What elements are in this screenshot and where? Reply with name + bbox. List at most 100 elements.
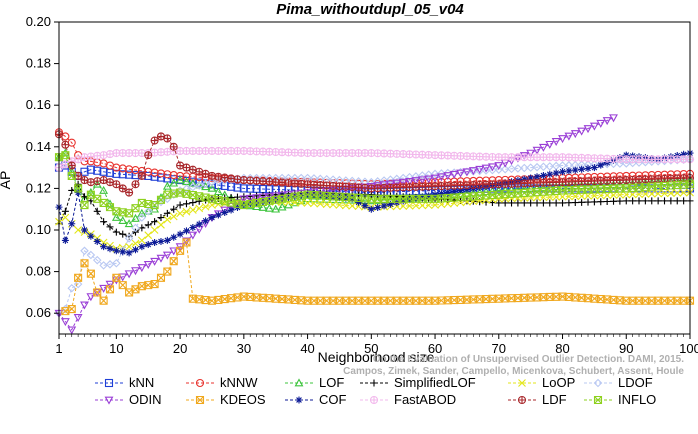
legend-label-knnw: kNNW: [220, 375, 258, 390]
data-point-knnw: [150, 168, 159, 177]
data-point-simplifiedlof: [552, 199, 560, 207]
data-point-cof: [527, 174, 535, 182]
plot-area: [54, 114, 695, 335]
data-point-inflo: [74, 184, 83, 193]
data-point-loop: [673, 189, 682, 197]
data-point-cof: [374, 204, 382, 212]
data-point-simplifiedlof: [495, 199, 503, 207]
data-point-loop: [176, 209, 184, 218]
data-point-lof: [487, 186, 497, 195]
data-point-kdeos: [105, 285, 115, 294]
data-point-odin: [99, 284, 109, 293]
data-point-loop: [169, 212, 178, 221]
data-point-loop: [341, 201, 350, 210]
data-point-odin: [519, 152, 529, 161]
data-point-cof: [539, 172, 547, 180]
data-point-loop: [418, 201, 427, 210]
data-point-simplifiedlof: [501, 199, 509, 207]
data-point-odin: [411, 177, 421, 186]
data-point-odin: [583, 125, 593, 134]
legend-label-fastabod: FastABOD: [394, 392, 456, 407]
data-point-ldof: [207, 177, 217, 187]
data-point-cof: [552, 169, 560, 177]
data-point-cof: [157, 237, 165, 245]
data-point-loop: [329, 200, 337, 209]
data-point-odin: [124, 270, 134, 279]
data-point-ldof: [539, 162, 548, 172]
data-point-loop: [125, 242, 133, 251]
data-point-simplifiedlof: [673, 197, 681, 205]
y-tick-label: 0.18: [26, 56, 51, 71]
data-point-cof: [221, 209, 229, 217]
data-point-simplifiedlof: [610, 197, 618, 205]
data-point-lof: [545, 182, 555, 191]
data-point-ldof: [526, 163, 535, 172]
data-point-kdeos: [112, 273, 121, 282]
data-point-ldof: [405, 172, 414, 182]
data-point-lof: [570, 181, 580, 190]
data-point-simplifiedlof: [565, 199, 573, 207]
legend-item-kdeos: KDEOS: [186, 392, 266, 407]
data-point-knn: [150, 172, 159, 181]
data-point-cof: [119, 248, 127, 256]
data-point-loop: [641, 190, 650, 198]
data-point-odin: [609, 114, 618, 123]
data-point-cof: [106, 245, 114, 253]
data-point-simplifiedlof: [680, 197, 688, 205]
data-point-fastabod: [679, 155, 688, 164]
data-point-ldof: [481, 166, 491, 175]
data-point-ldf: [163, 134, 172, 143]
data-point-odin: [131, 267, 140, 276]
data-point-lof: [124, 219, 134, 228]
data-point-lof: [188, 178, 198, 187]
data-point-odin: [538, 143, 548, 152]
legend-label-knn: kNN: [129, 375, 154, 390]
y-tick-label: 0.12: [26, 180, 51, 195]
data-point-lof: [519, 184, 529, 193]
data-point-ldf: [144, 151, 153, 160]
data-point-lof: [500, 185, 510, 194]
data-point-simplifiedlof: [112, 228, 120, 236]
data-point-lof: [583, 180, 593, 189]
data-point-odin: [570, 130, 580, 139]
data-point-loop: [188, 206, 197, 214]
data-point-simplifiedlof: [559, 199, 567, 207]
data-point-knnw: [118, 164, 127, 173]
x-tick-label: 20: [173, 341, 187, 356]
data-point-ldf: [220, 173, 229, 182]
data-point-odin: [143, 260, 153, 269]
data-point-odin: [475, 165, 485, 174]
data-point-knnw: [144, 167, 153, 176]
data-point-odin: [92, 289, 102, 298]
data-point-simplifiedlof: [584, 198, 592, 206]
data-point-ldf: [137, 171, 146, 180]
legend-item-knnw: kNNW: [186, 375, 258, 390]
data-point-cof: [176, 230, 184, 238]
data-point-loop: [144, 231, 153, 240]
data-point-odin: [589, 122, 599, 131]
data-point-loop: [182, 207, 191, 216]
data-point-cof: [214, 211, 222, 219]
data-point-simplifiedlof: [597, 198, 605, 206]
data-point-simplifiedlof: [661, 197, 669, 205]
data-point-simplifiedlof: [654, 197, 662, 205]
data-point-ldof: [641, 157, 650, 167]
data-point-cof: [533, 173, 541, 181]
data-point-inflo: [67, 171, 76, 180]
legend-marker-kdeos: [195, 395, 205, 405]
legend-marker-ldof: [593, 378, 603, 388]
data-point-odin: [60, 318, 70, 327]
data-point-loop: [201, 202, 210, 211]
data-point-ldof: [551, 161, 561, 171]
data-point-knnw: [163, 170, 172, 179]
data-point-cof: [163, 236, 171, 244]
data-point-cof: [590, 164, 598, 172]
data-point-simplifiedlof: [616, 197, 624, 205]
data-point-loop: [137, 236, 146, 245]
data-point-ldof: [398, 173, 408, 183]
data-point-cof: [571, 166, 579, 174]
data-point-lof: [507, 185, 516, 193]
data-point-loop: [679, 188, 688, 197]
data-point-kdeos: [67, 304, 76, 314]
